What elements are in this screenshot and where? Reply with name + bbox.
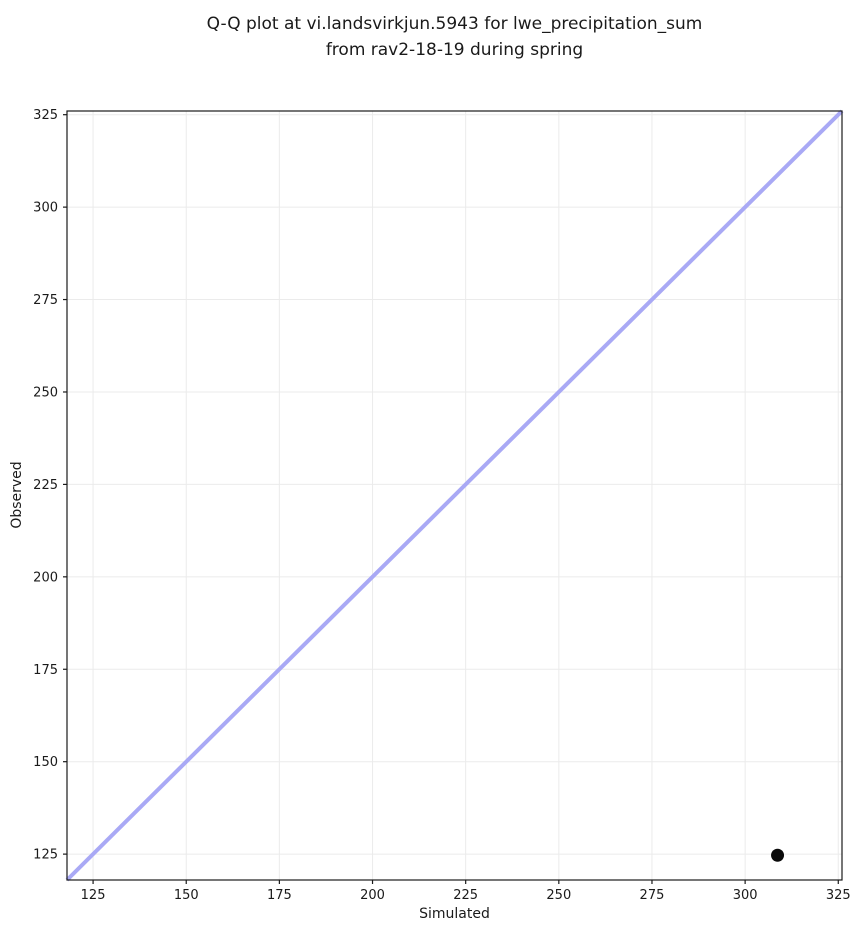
plot-border (66, 110, 843, 881)
chart-title: Q-Q plot at vi.landsvirkjun.5943 for lwe… (67, 11, 842, 63)
y-tick-label: 275 (33, 293, 58, 308)
y-tick-label: 200 (33, 570, 58, 585)
identity-line (65, 109, 844, 882)
y-tick-label: 300 (33, 201, 58, 216)
x-tick-label: 175 (267, 888, 292, 903)
chart-title-line-1: Q-Q plot at vi.landsvirkjun.5943 for lwe… (206, 14, 703, 34)
y-axis-label: Observed (9, 461, 25, 529)
x-tick-label: 275 (640, 888, 665, 903)
x-tick-label: 300 (733, 888, 758, 903)
x-tick-label: 250 (546, 888, 571, 903)
y-tick-label: 250 (33, 386, 58, 401)
y-tick-label: 150 (33, 755, 58, 770)
data-point (771, 848, 785, 862)
x-tick-label: 125 (81, 888, 106, 903)
chart-title-line-2: from rav2-18-19 during spring (325, 40, 584, 60)
x-tick-label: 200 (360, 888, 385, 903)
y-tick-label: 175 (33, 663, 58, 678)
x-axis-label: Simulated (419, 906, 490, 922)
y-tick-label: 225 (33, 478, 58, 493)
x-tick-label: 225 (453, 888, 478, 903)
y-tick-label: 325 (33, 108, 58, 123)
x-tick-label: 325 (826, 888, 851, 903)
y-tick-label: 125 (33, 848, 58, 863)
x-tick-label: 150 (174, 888, 199, 903)
